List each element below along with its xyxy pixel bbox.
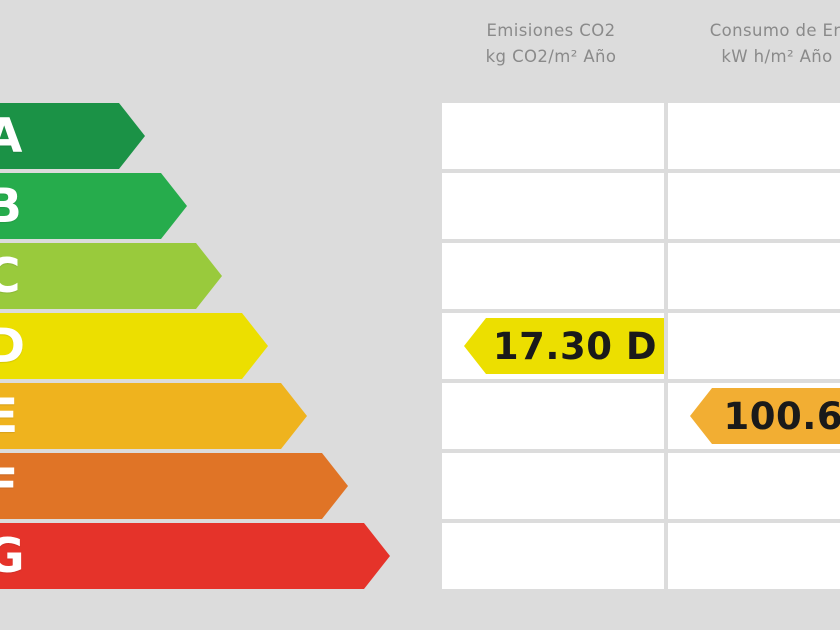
table-cell	[668, 173, 840, 239]
table-cell	[668, 453, 840, 519]
energy-rating-value: 100.60 E	[723, 394, 840, 438]
rating-band-letter: E	[0, 388, 19, 444]
energy-rating-badge: 100.60 E	[690, 388, 840, 444]
rating-band-letter: D	[0, 318, 26, 374]
rating-band-letter: B	[0, 178, 22, 234]
column-header-co2: Emisiones CO2 kg CO2/m² Año	[440, 18, 662, 70]
rating-band-g: G	[0, 523, 390, 589]
rating-band-shape	[0, 243, 222, 309]
co2-rating-value: 17.30 D	[492, 324, 658, 368]
table-cell	[442, 453, 664, 519]
column-header-energy-line2: kW h/m² Año	[721, 47, 833, 66]
column-header-co2-line2: kg CO2/m² Año	[485, 47, 617, 66]
table-cell	[668, 103, 840, 169]
rating-band-letter: G	[0, 528, 25, 584]
rating-band-a: A	[0, 103, 145, 169]
table-cell	[668, 313, 840, 379]
table-cell	[668, 243, 840, 309]
table-cell	[442, 523, 664, 589]
column-header-co2-line1: Emisiones CO2	[486, 21, 616, 40]
rating-band-b: B	[0, 173, 187, 239]
column-header-energy: Consumo de En kW h/m² Año	[666, 18, 840, 70]
rating-band-shape	[0, 453, 348, 519]
co2-rating-badge: 17.30 D	[464, 318, 664, 374]
table-cell	[668, 523, 840, 589]
rating-band-letter: A	[0, 108, 23, 164]
rating-band-shape	[0, 313, 268, 379]
table-cell	[442, 383, 664, 449]
rating-band-d: D	[0, 313, 268, 379]
rating-band-letter: F	[0, 458, 19, 514]
table-cell	[442, 243, 664, 309]
rating-band-f: F	[0, 453, 348, 519]
rating-band-shape	[0, 103, 145, 169]
rating-band-shape	[0, 523, 390, 589]
rating-band-e: E	[0, 383, 307, 449]
table-cell	[442, 103, 664, 169]
rating-band-shape	[0, 173, 187, 239]
rating-band-c: C	[0, 243, 222, 309]
table-cell	[442, 173, 664, 239]
rating-band-letter: C	[0, 248, 21, 304]
rating-band-shape	[0, 383, 307, 449]
column-header-energy-line1: Consumo de En	[709, 21, 840, 40]
